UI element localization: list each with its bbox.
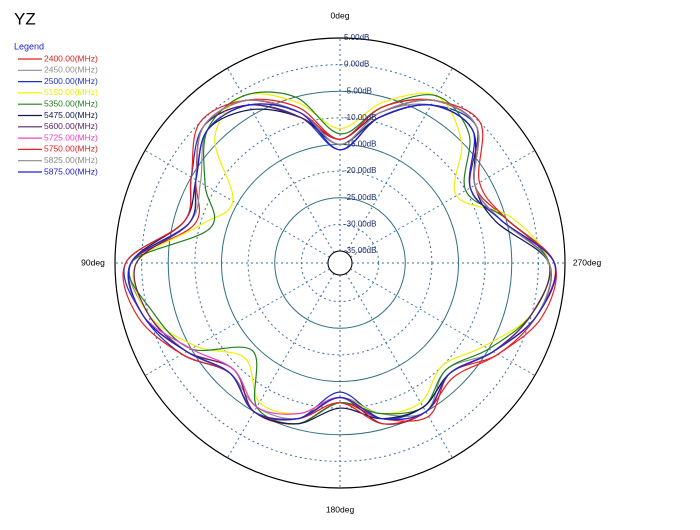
legend-label: 5725.00(MHz) <box>44 132 98 142</box>
legend-label: 2450.00(MHz) <box>44 65 98 75</box>
legend-label: 5600.00(MHz) <box>44 121 98 131</box>
legend-label: 5350.00(MHz) <box>44 98 98 108</box>
r-tick-label: -35.00dB <box>344 246 376 255</box>
series-line <box>127 103 557 421</box>
legend-label: 5825.00(MHz) <box>44 155 98 165</box>
r-tick-label: -5.00dB <box>344 86 372 95</box>
grid-ring <box>114 37 566 489</box>
legend-label: 5750.00(MHz) <box>44 144 98 154</box>
legend-label: 5475.00(MHz) <box>44 110 98 120</box>
r-tick-label: 0.00dB <box>344 60 369 69</box>
series-line <box>122 98 557 425</box>
grid-ring <box>274 197 406 329</box>
legend-label: 2400.00(MHz) <box>44 53 98 63</box>
grid-ring <box>167 90 513 436</box>
grid-ring <box>141 64 539 462</box>
legend-label: 5150.00(MHz) <box>44 87 98 97</box>
grid-ring <box>194 117 486 409</box>
r-tick-label: -10.00dB <box>344 113 376 122</box>
legend-title: Legend <box>14 41 44 51</box>
chart-title: YZ <box>14 9 36 28</box>
center-hole <box>327 250 353 276</box>
series-line <box>128 91 551 425</box>
legend-label: 5875.00(MHz) <box>44 166 98 176</box>
r-tick-label: 5.00dB <box>344 33 369 42</box>
angle-tick-label: 90deg <box>81 257 105 267</box>
r-tick-label: -25.00dB <box>344 193 376 202</box>
grid-ring <box>247 170 433 356</box>
r-tick-label: -30.00dB <box>344 219 376 228</box>
grid-ring <box>300 223 380 303</box>
r-tick-label: -20.00dB <box>344 166 376 175</box>
angle-tick-label: 180deg <box>326 504 355 514</box>
angle-tick-label: 270deg <box>573 257 602 267</box>
angle-tick-label: 0deg <box>331 10 350 20</box>
r-tick-label: -15.00dB <box>344 140 376 149</box>
legend-label: 2500.00(MHz) <box>44 76 98 86</box>
